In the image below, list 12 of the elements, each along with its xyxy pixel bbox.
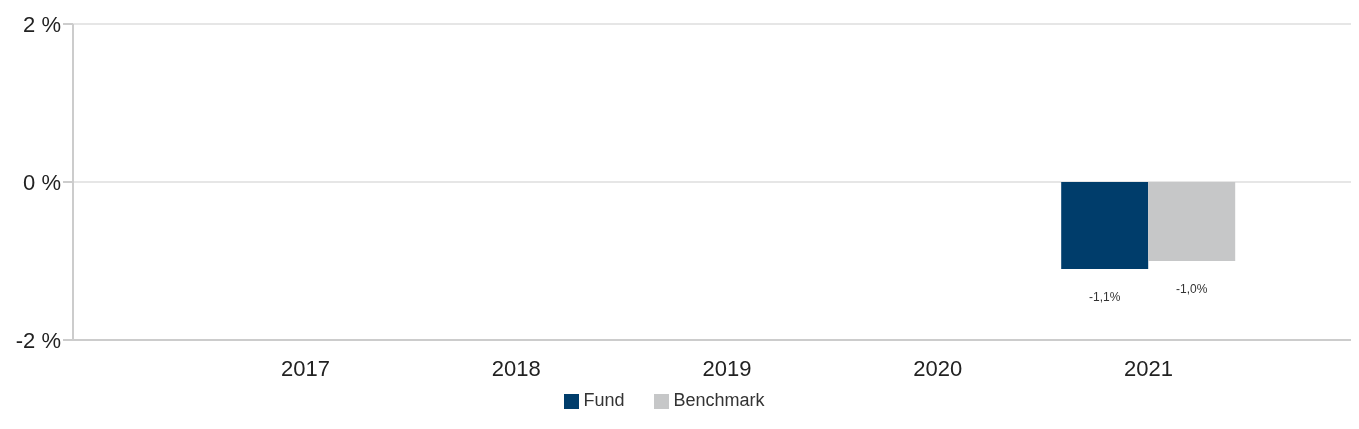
data-label: -1,0% [1176, 282, 1208, 296]
x-tick-label: 2017 [280, 355, 330, 381]
legend-label: Fund [583, 390, 625, 410]
y-tick-label: -2 % [15, 327, 61, 353]
data-label: -1,1% [1089, 289, 1121, 304]
legend-label: Benchmark [673, 390, 765, 410]
y-tick-label: 0 % [23, 169, 61, 195]
x-tick-label: 2019 [702, 355, 752, 381]
y-tick-label: 2 % [23, 11, 61, 37]
x-tick-label: 2021 [1124, 355, 1174, 381]
x-tick-label: 2018 [491, 355, 541, 381]
x-tick-label: 2020 [913, 355, 963, 381]
